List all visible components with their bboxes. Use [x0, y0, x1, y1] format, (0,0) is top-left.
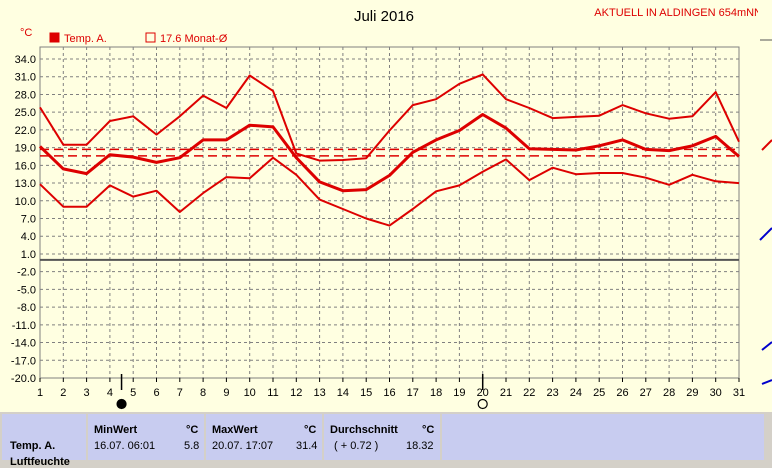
x-tick-label: 31 — [733, 387, 745, 399]
x-tick-label: 30 — [710, 387, 722, 399]
full-moon-icon — [477, 398, 488, 410]
min-value: 5.8 — [184, 440, 200, 452]
avg-header: Durchschnitt — [330, 424, 398, 436]
empty-panel-cell — [442, 414, 764, 460]
x-tick-label: 22 — [523, 387, 535, 399]
statistics-panel: Temp. A. Luftfeuchte MinWert °C 16.07. 0… — [0, 412, 772, 468]
max-time: 20.07. 17:07 — [212, 440, 274, 452]
max-header: MaxWert — [212, 424, 258, 436]
x-tick-label: 2 — [60, 387, 66, 399]
y-tick-label: 34.0 — [15, 54, 36, 66]
x-tick-label: 24 — [570, 387, 582, 399]
x-tick-label: 27 — [640, 387, 652, 399]
x-tick-label: 20 — [477, 387, 489, 399]
x-tick-label: 9 — [223, 387, 229, 399]
y-tick-label: -17.0 — [11, 355, 36, 367]
avg-value: 18.32 — [406, 440, 434, 452]
x-tick-label: 21 — [500, 387, 512, 399]
y-tick-label: 19.0 — [15, 143, 36, 155]
y-tick-label: 22.0 — [15, 125, 36, 137]
stats-row-label-cell: Temp. A. Luftfeuchte — [2, 414, 86, 468]
y-tick-label: -11.0 — [12, 320, 36, 332]
y-tick-label: 1.0 — [21, 249, 36, 261]
x-tick-label: 12 — [290, 387, 302, 399]
y-tick-label: -8.0 — [17, 302, 36, 314]
avg-unit: °C — [422, 424, 435, 436]
y-tick-label: -14.0 — [11, 338, 36, 350]
x-tick-label: 25 — [593, 387, 605, 399]
right-edge-strip — [758, 0, 772, 412]
max-value: 31.4 — [296, 440, 318, 452]
x-tick-label: 11 — [267, 387, 278, 399]
x-tick-label: 10 — [244, 387, 256, 399]
x-tick-label: 7 — [177, 387, 183, 399]
chart-title: Juli 2016 — [354, 8, 414, 25]
avg-delta: ( + 0.72 ) — [334, 440, 379, 452]
y-tick-label: 13.0 — [15, 178, 36, 190]
temperature-chart: 34.031.028.025.022.019.016.013.010.07.04… — [11, 7, 762, 410]
min-unit: °C — [186, 424, 199, 436]
max-value-cell: MaxWert °C 20.07. 17:07 31.4 — [206, 414, 322, 460]
y-tick-label: 10.0 — [15, 196, 36, 208]
x-tick-label: 15 — [360, 387, 372, 399]
series-line-2 — [38, 113, 740, 193]
min-value-cell: MinWert °C 16.07. 06:01 5.8 — [88, 414, 204, 460]
x-tick-label: 1 — [37, 387, 43, 399]
y-tick-label: -20.0 — [11, 373, 36, 385]
min-header: MinWert — [94, 424, 138, 436]
series-line-1 — [39, 73, 740, 162]
y-tick-label: -5.0 — [17, 284, 36, 296]
series-line-3 — [39, 156, 740, 227]
stats-row-label: Temp. A. — [10, 440, 56, 452]
x-tick-label: 4 — [107, 387, 113, 399]
x-tick-label: 28 — [663, 387, 675, 399]
legend-average-label: 17.6 Monat-Ø — [160, 33, 228, 45]
y-tick-label: 25.0 — [15, 107, 36, 119]
max-unit: °C — [304, 424, 317, 436]
y-tick-label: 31.0 — [15, 72, 36, 84]
x-tick-label: 8 — [200, 387, 206, 399]
x-tick-label: 5 — [130, 387, 136, 399]
new-moon-icon — [116, 398, 127, 410]
y-tick-label: 4.0 — [21, 231, 36, 243]
chart-area: 34.0 31.0 28.0 25.0 22.0 19.0 16.0 13.0 10.0 7.0 4… — [0, 0, 772, 412]
legend-series-label: Temp. A. — [64, 33, 107, 45]
x-tick-label: 23 — [546, 387, 558, 399]
y-tick-label: 28.0 — [15, 89, 36, 101]
x-tick-label: 14 — [337, 387, 349, 399]
x-tick-label: 26 — [616, 387, 628, 399]
y-tick-label: 16.0 — [15, 160, 36, 172]
x-tick-label: 13 — [313, 387, 325, 399]
x-tick-label: 16 — [383, 387, 395, 399]
station-label: AKTUELL IN ALDINGEN 654mNN — [594, 7, 762, 19]
x-tick-label: 19 — [453, 387, 465, 399]
x-tick-label: 17 — [407, 387, 419, 399]
legend-series-swatch — [49, 32, 60, 43]
x-tick-label: 3 — [84, 387, 90, 399]
min-time: 16.07. 06:01 — [94, 440, 156, 452]
y-unit-label: °C — [20, 27, 32, 39]
x-tick-label: 29 — [686, 387, 698, 399]
x-tick-label: 6 — [153, 387, 159, 399]
legend-average-swatch — [145, 32, 156, 43]
y-tick-label: -2.0 — [17, 267, 36, 279]
x-tick-label: 18 — [430, 387, 442, 399]
average-cell: Durchschnitt °C ( + 0.72 ) 18.32 — [324, 414, 440, 460]
y-tick-label: 7.0 — [21, 214, 36, 226]
